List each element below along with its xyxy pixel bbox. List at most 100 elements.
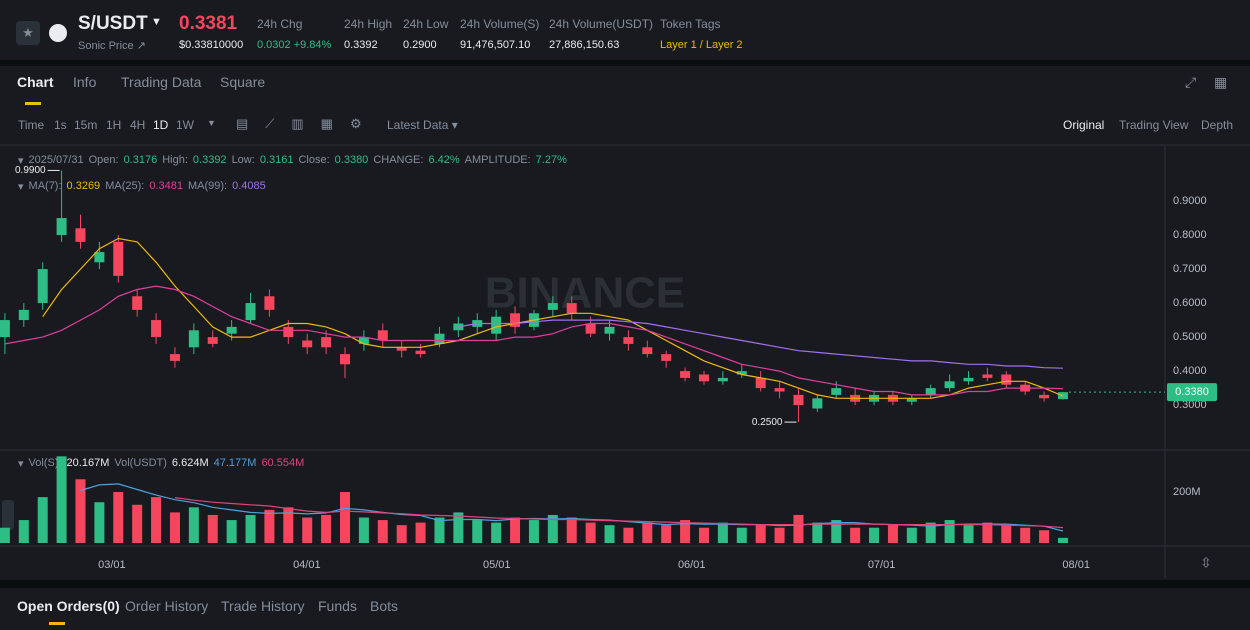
candle-body: [982, 374, 993, 378]
volume-bar: [623, 527, 634, 543]
symbol-dropdown[interactable]: ▼: [151, 16, 162, 28]
volume-bar: [774, 527, 785, 543]
candle-body: [831, 388, 842, 395]
volume-bar: [869, 527, 880, 543]
panel-collapse[interactable]: [2, 500, 14, 530]
legend-label: MA(25):: [105, 180, 145, 192]
volume-bar: [906, 527, 917, 543]
view-option[interactable]: Depth: [1201, 118, 1234, 132]
latest-data-label[interactable]: Latest Data: [387, 118, 449, 132]
symbol[interactable]: S/USDT: [78, 13, 148, 34]
volume-bar: [1039, 530, 1050, 543]
volume-bar: [472, 520, 483, 543]
volume-bar: [113, 492, 124, 543]
volume-bar: [415, 522, 426, 543]
volume-bar: [207, 514, 218, 543]
candle-body: [963, 377, 974, 382]
order-tab[interactable]: Bots: [370, 598, 399, 614]
stat-value: 0.3392: [344, 39, 378, 51]
tab[interactable]: Trading Data: [121, 74, 202, 90]
volume-bar: [132, 504, 143, 543]
tab[interactable]: Info: [73, 74, 97, 90]
token-logo: [49, 24, 67, 42]
legend-toggle[interactable]: ▾: [18, 155, 24, 167]
axis-settings-icon[interactable]: ⇳: [1200, 555, 1212, 571]
legend-toggle[interactable]: ▾: [18, 181, 24, 193]
tab[interactable]: Chart: [17, 74, 54, 90]
order-tab[interactable]: Trade History: [221, 598, 305, 614]
candle-body: [925, 388, 936, 395]
candle-body: [56, 218, 67, 236]
volume-bar: [226, 520, 237, 543]
legend-label: AMPLITUDE:: [464, 154, 531, 166]
volume-bar: [850, 527, 861, 543]
stat-value: 91,476,507.10: [460, 39, 531, 51]
candle-body: [188, 330, 199, 348]
candle-body: [585, 323, 596, 334]
volume-tick-label: 200M: [1173, 486, 1201, 498]
candle-body: [94, 252, 105, 263]
ma-line: [4, 285, 1064, 396]
candle-body: [755, 377, 766, 389]
candle-body: [566, 303, 577, 314]
candle-body: [906, 398, 917, 402]
ohlc-legend: ▾ 2025/07/31 Open: 0.3176 High: 0.3392 Low: 0…: [18, 154, 567, 167]
price-tick-label: 0.9000: [1173, 195, 1207, 207]
price-tick-label: 0.4000: [1173, 365, 1207, 377]
view-option[interactable]: Trading View: [1119, 118, 1189, 132]
volume-bar: [566, 517, 577, 543]
volume-bar: [944, 520, 955, 543]
latest-data[interactable]: Latest Data ▾: [387, 118, 458, 132]
volume-bar: [717, 522, 728, 543]
interval[interactable]: 1s: [54, 118, 67, 132]
interval[interactable]: 4H: [130, 118, 146, 132]
view-option[interactable]: Original: [1063, 118, 1105, 132]
stat-label: 24h High: [344, 17, 393, 31]
interval[interactable]: Time: [18, 118, 45, 132]
date-tick-label: 03/01: [98, 559, 126, 571]
order-tab[interactable]: Order History: [125, 598, 209, 614]
interval[interactable]: 1D: [153, 118, 169, 132]
token-name[interactable]: Sonic Price ↗: [78, 40, 146, 52]
volume-bar: [283, 507, 294, 543]
candle-body: [547, 303, 558, 310]
candle-body: [717, 377, 728, 382]
legend-toggle[interactable]: ▾: [18, 458, 24, 470]
legend-value: 0.3481: [149, 180, 183, 192]
tool-icons[interactable]: ▤⟋▥▦⚙: [236, 116, 379, 131]
candle-body: [510, 313, 521, 327]
interval[interactable]: 15m: [74, 118, 98, 132]
ma-line: [174, 497, 1064, 529]
legend-value: 47.177M: [213, 457, 257, 469]
order-tab[interactable]: Funds: [318, 598, 357, 614]
interval-more[interactable]: ▼: [207, 118, 216, 128]
price-tick-label: 0.5000: [1173, 331, 1207, 343]
tab[interactable]: Square: [220, 74, 266, 90]
volume-bar: [377, 520, 388, 543]
legend-value: 6.42%: [428, 154, 460, 166]
candle-body: [245, 303, 256, 321]
favorite-button[interactable]: ★: [16, 21, 40, 45]
candle-body: [113, 241, 124, 276]
candle-body: [453, 323, 464, 331]
legend-label: CHANGE:: [373, 154, 424, 166]
interval[interactable]: 1W: [176, 118, 194, 132]
order-tab[interactable]: Open Orders(0): [17, 598, 120, 614]
candle-body: [302, 340, 313, 348]
legend-label: Vol(S):: [28, 457, 62, 469]
ticker-bar: [0, 0, 1250, 60]
volume-bar: [528, 520, 539, 543]
volume-bar: [169, 512, 180, 543]
candle-body: [132, 296, 143, 310]
volume-bar: [340, 492, 351, 543]
stat-label: 24h Volume(USDT): [549, 17, 654, 31]
volume-bar: [453, 512, 464, 543]
volume-bar: [585, 522, 596, 543]
legend-label: Low:: [231, 154, 255, 166]
interval[interactable]: 1H: [106, 118, 122, 132]
stat-value: 0.2900: [403, 39, 437, 51]
layout-icon[interactable]: ▦: [1214, 74, 1228, 90]
fullscreen-icon[interactable]: ⤢: [1185, 74, 1197, 90]
